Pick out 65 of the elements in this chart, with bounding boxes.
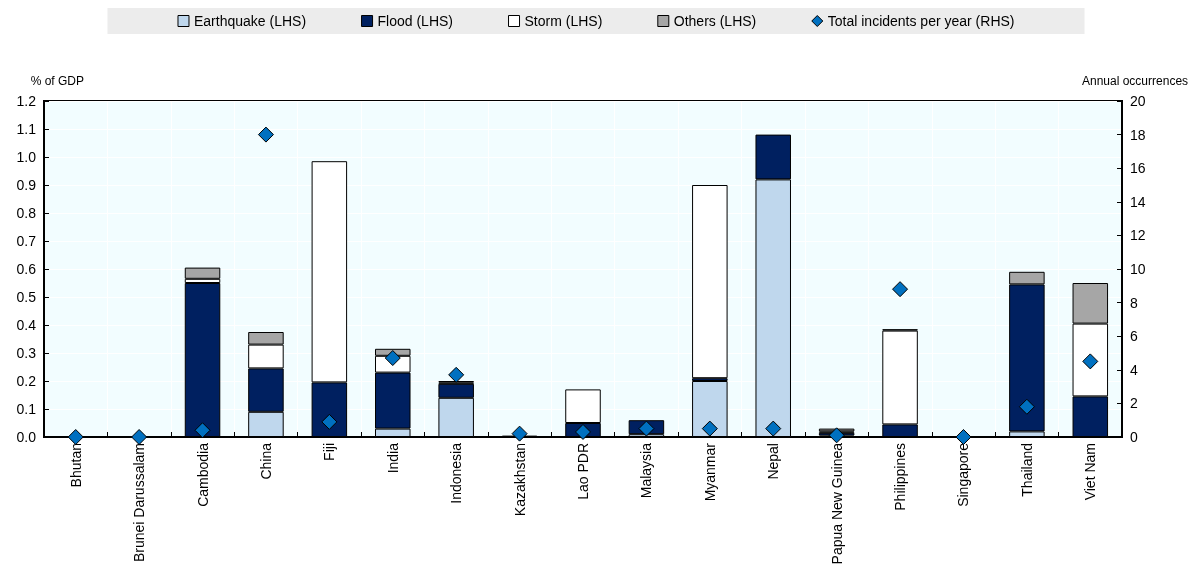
- point: [701, 420, 718, 437]
- point: [321, 413, 338, 430]
- y2-tick-label: 2: [1130, 395, 1138, 412]
- x-tick-label: Viet Nam: [1082, 443, 1099, 501]
- x-tick-label: Myanmar: [701, 442, 718, 502]
- point: [955, 429, 972, 445]
- y-tick-label: 0.0: [16, 429, 37, 445]
- y-tick-label: 1.2: [16, 93, 37, 109]
- x-tick-label: Thailand: [1018, 443, 1035, 497]
- y2-tick-label: 8: [1130, 294, 1138, 311]
- x-tick-label: Malaysia: [638, 442, 655, 499]
- x-tick-label: Nepal: [765, 443, 782, 480]
- y-tick-label: 0.2: [16, 373, 37, 389]
- y-tick-label: 0.3: [16, 345, 37, 361]
- point: [828, 427, 845, 444]
- x-tick-label: Brunei Darussalam: [131, 443, 148, 563]
- y2-tick-label: 4: [1130, 361, 1138, 378]
- bar: [184, 267, 221, 279]
- point: [257, 126, 274, 143]
- y-tick-label: 1.0: [16, 149, 37, 165]
- x-tick-label: Bhutan: [67, 443, 84, 488]
- legend-label: Storm (LHS): [524, 13, 603, 29]
- x-tick-label: Philippines: [892, 443, 909, 511]
- x-tick-label: Fiji: [321, 443, 338, 461]
- y-tick-label: 0.7: [16, 233, 37, 249]
- point: [765, 420, 782, 437]
- point: [892, 281, 909, 298]
- point: [1082, 353, 1099, 370]
- y-tick-label: 0.4: [16, 317, 37, 333]
- x-tick-label: India: [384, 442, 401, 474]
- y2-tick-label: 6: [1130, 328, 1138, 345]
- point: [638, 420, 655, 437]
- y2-tick-label: 0: [1130, 429, 1138, 445]
- y-tick-label: 1.1: [16, 121, 37, 137]
- x-tick-label: Papua New Guinea: [828, 442, 845, 565]
- legend-label: Total incidents per year (RHS): [827, 13, 1015, 29]
- point: [575, 423, 591, 440]
- legend-label: Others (LHS): [673, 13, 757, 29]
- y2-tick-label: 20: [1130, 93, 1146, 109]
- y2-tick-label: 12: [1130, 227, 1146, 244]
- point: [511, 425, 528, 442]
- x-tick-label: Singapore: [955, 442, 972, 507]
- legend-label: Earthquake (LHS): [194, 13, 307, 29]
- y2-tick-label: 10: [1130, 261, 1146, 277]
- y-tick-label: 0.9: [16, 177, 37, 193]
- y-tick-label: 0.1: [16, 401, 37, 417]
- x-tick-label: China: [257, 442, 274, 480]
- x-tick-label: Lao PDR: [575, 443, 591, 500]
- x-tick-label: Cambodia: [194, 442, 211, 507]
- y-axis-title: % of GDP: [30, 74, 84, 88]
- y-tick-label: 0.8: [16, 205, 37, 221]
- point: [1018, 398, 1035, 415]
- y2-tick-label: 18: [1130, 126, 1146, 143]
- y2-tick-label: 14: [1130, 193, 1146, 210]
- legend-label: Flood (LHS): [377, 13, 454, 29]
- y2-tick-label: 16: [1130, 160, 1146, 177]
- y2-axis-title: Annual occurrences: [1082, 74, 1189, 88]
- point: [448, 366, 465, 383]
- point: [67, 429, 84, 445]
- x-tick-label: Kazakhstan: [511, 443, 528, 517]
- x-tick-label: Indonesia: [448, 442, 465, 504]
- y-tick-label: 0.5: [16, 289, 37, 305]
- point: [131, 429, 148, 445]
- y-tick-label: 0.6: [16, 261, 37, 277]
- point: [194, 422, 211, 439]
